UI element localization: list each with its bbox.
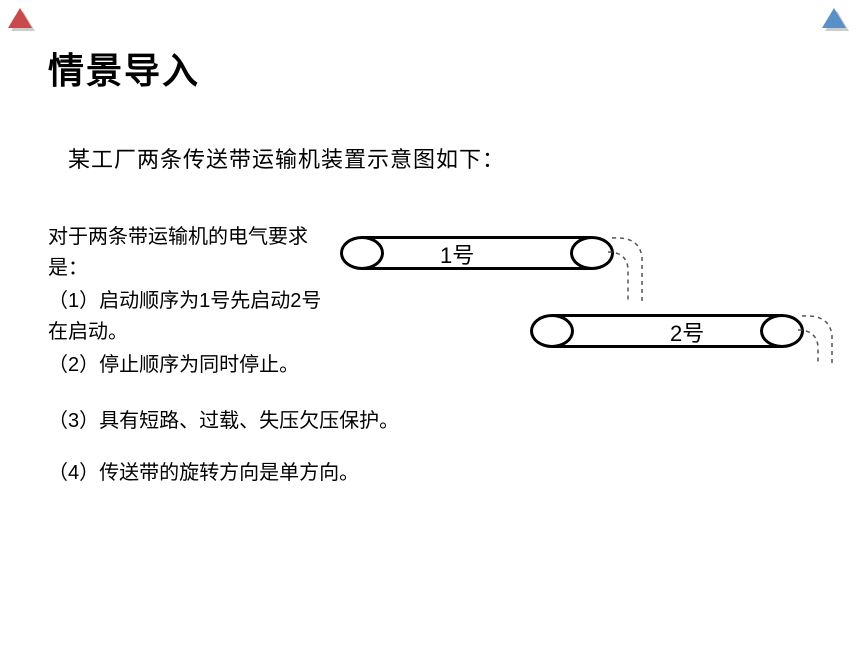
corner-triangle-left <box>8 8 38 39</box>
requirements-block: 对于两条带运输机的电气要求是： （1）启动顺序为1号先启动2号在启动。 （2）停… <box>48 222 338 383</box>
conveyor-1-belt <box>362 236 592 270</box>
corner-triangle-right <box>822 8 852 39</box>
slide-title: 情景导入 <box>48 42 200 94</box>
requirement-4: （4）传送带的旋转方向是单方向。 <box>48 456 359 485</box>
discharge-path-1 <box>606 228 676 318</box>
conveyor-1-roller-left <box>340 236 384 270</box>
conveyor-1-label: 1号 <box>440 238 474 270</box>
requirement-1: （1）启动顺序为1号先启动2号在启动。 <box>48 286 338 348</box>
conveyor-2-label: 2号 <box>670 316 704 348</box>
discharge-path-2 <box>796 306 856 376</box>
conveyor-2-belt <box>552 314 782 348</box>
conveyor-2-roller-left <box>530 314 574 348</box>
conveyor-1: 1号 <box>340 236 620 276</box>
intro-text: 某工厂两条传送带运输机装置示意图如下： <box>68 142 505 174</box>
requirements-header: 对于两条带运输机的电气要求是： <box>48 222 338 284</box>
requirement-2: （2）停止顺序为同时停止。 <box>48 350 338 381</box>
conveyor-2: 2号 <box>530 314 810 354</box>
conveyor-diagram: 1号 2号 <box>340 236 850 416</box>
